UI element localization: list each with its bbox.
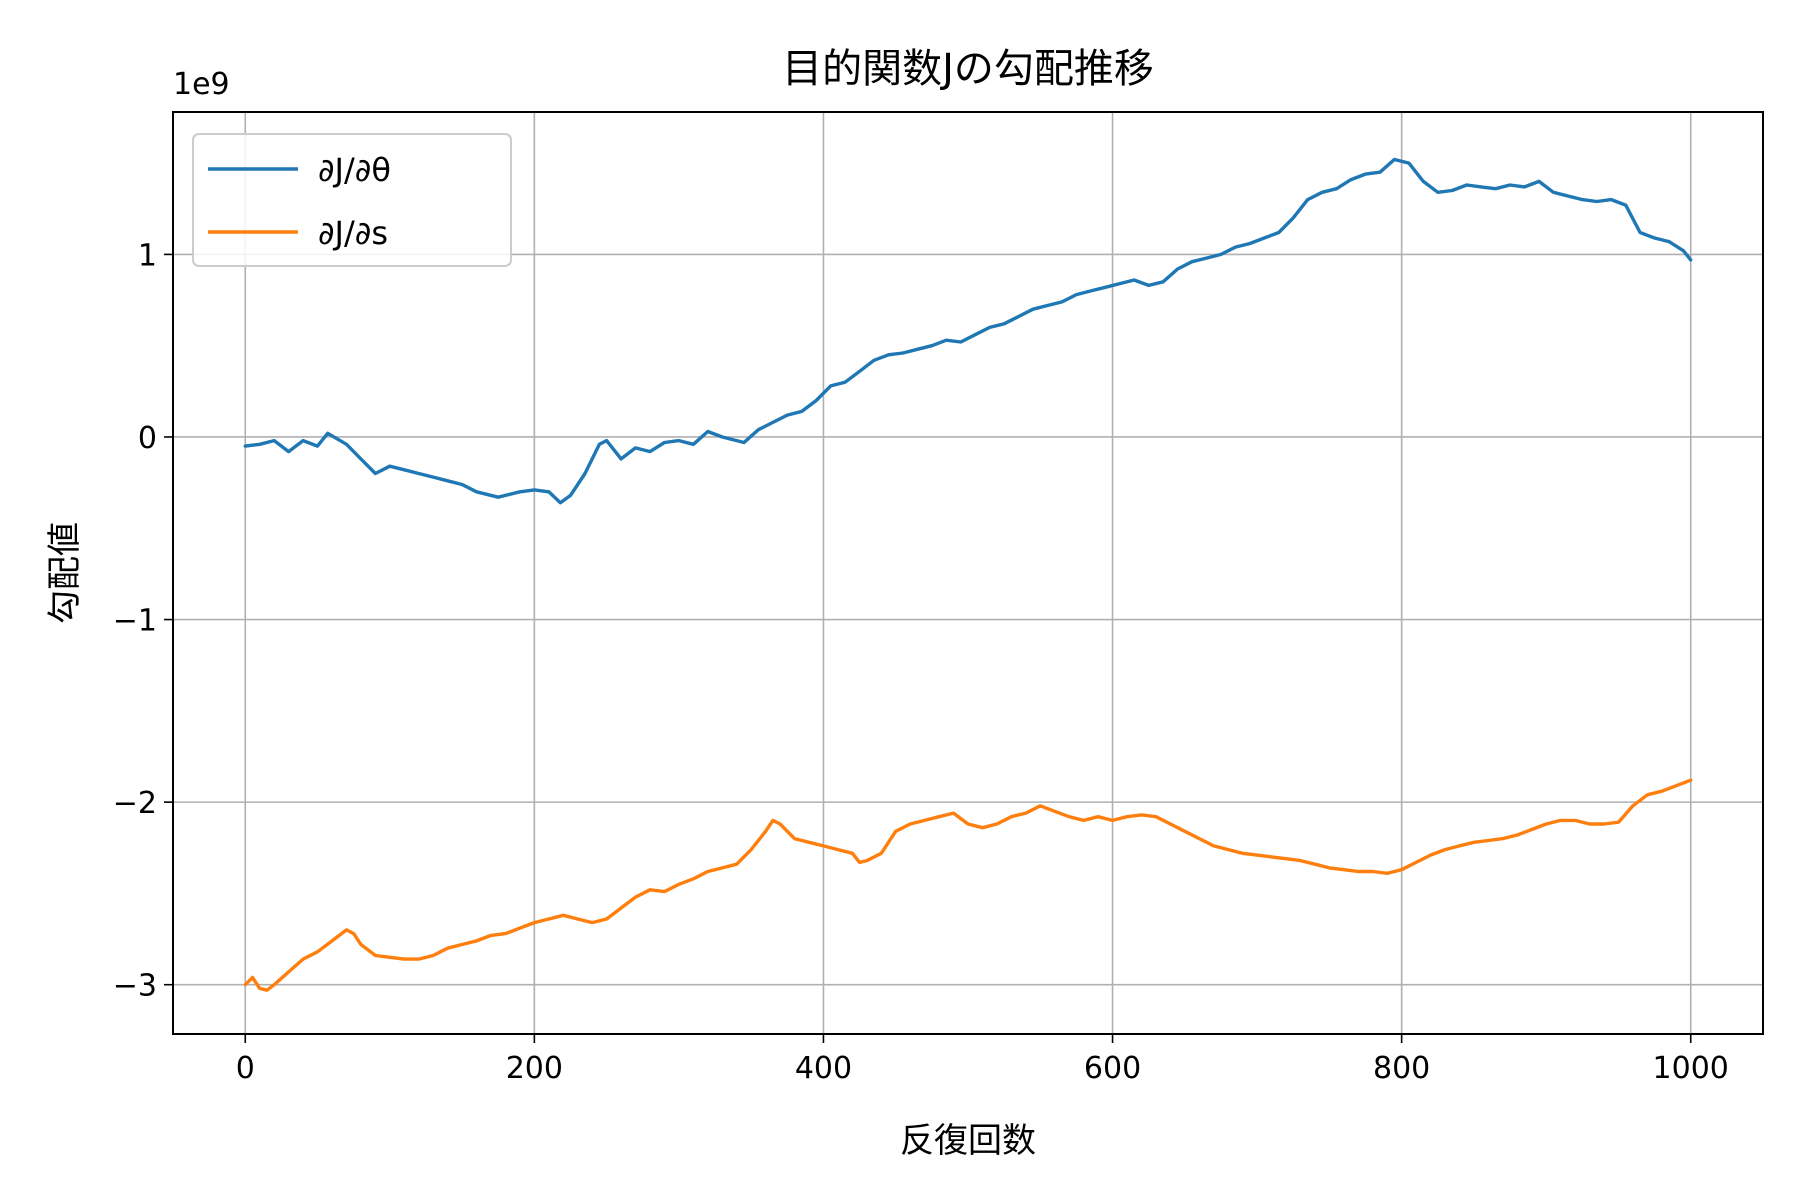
plot-frame <box>172 111 1764 1035</box>
legend-label-theta: ∂J/∂θ <box>318 151 391 189</box>
y-axis-label: 勾配値 <box>45 522 85 624</box>
x-axis: 0 200 400 600 800 1000 <box>236 1034 1729 1086</box>
x-tick-label: 800 <box>1373 1051 1430 1086</box>
series-line-dj-ds <box>243 778 1693 992</box>
x-tick-label: 600 <box>1084 1051 1141 1086</box>
y-tick-label: −3 <box>113 969 157 1004</box>
y-offset-label: 1e9 <box>173 67 230 102</box>
y-tick-label: 1 <box>138 238 157 273</box>
x-axis-label: 反復回数 <box>900 1121 1036 1161</box>
chart-title: 目的関数Jの勾配推移 <box>782 46 1154 92</box>
y-axis: −3 −2 −1 0 1 <box>113 238 173 1004</box>
y-tick-label: −1 <box>113 604 157 639</box>
x-tick-label: 0 <box>236 1051 255 1086</box>
x-tick-label: 200 <box>506 1051 563 1086</box>
legend: ∂J/∂θ ∂J/∂s <box>192 133 512 267</box>
legend-label-s: ∂J/∂s <box>318 214 388 252</box>
y-tick-label: −2 <box>113 786 157 821</box>
y-tick-label: 0 <box>138 421 157 456</box>
x-tick-label: 400 <box>795 1051 852 1086</box>
series-line-dj-dtheta <box>243 157 1693 505</box>
x-tick-label: 1000 <box>1653 1051 1729 1086</box>
series-layer <box>243 157 1693 992</box>
